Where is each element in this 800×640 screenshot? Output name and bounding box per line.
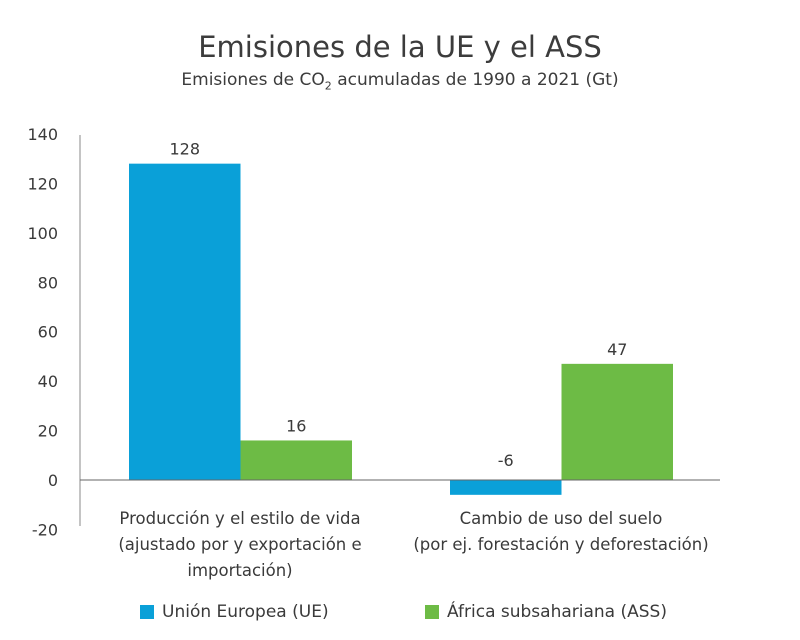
x-category-label: (por ej. forestación y deforestación) xyxy=(413,535,708,554)
subtitle-text: Emisiones de CO xyxy=(181,70,325,90)
data-label: 47 xyxy=(607,340,627,359)
legend-swatch-ass xyxy=(425,605,439,619)
bar xyxy=(450,480,562,495)
chart-subtitle: Emisiones de CO2 acumuladas de 1990 a 20… xyxy=(0,70,800,92)
chart-title: Emisiones de la UE y el ASS xyxy=(198,30,602,64)
bar xyxy=(129,163,241,480)
y-tick-label: 100 xyxy=(27,224,58,243)
x-category-label: importación) xyxy=(187,561,292,580)
data-label: -6 xyxy=(498,451,514,470)
y-tick-label: -20 xyxy=(32,520,58,539)
data-label: 16 xyxy=(286,416,306,435)
data-label: 128 xyxy=(169,140,200,159)
bar xyxy=(561,363,673,480)
legend-item-ass: África subsahariana (ASS) xyxy=(425,602,667,622)
legend-label-ue: Unión Europea (UE) xyxy=(162,602,329,622)
subtitle-text-rest: acumuladas de 1990 a 2021 (Gt) xyxy=(331,70,619,90)
y-tick-label: 20 xyxy=(38,422,58,441)
y-tick-label: 0 xyxy=(48,471,58,490)
y-tick-label: 80 xyxy=(38,273,58,292)
legend-item-ue: Unión Europea (UE) xyxy=(140,602,329,622)
x-category-label: Cambio de uso del suelo xyxy=(460,509,663,528)
y-tick-label: 140 xyxy=(27,125,58,144)
bar xyxy=(240,440,352,480)
subtitle-subscript: 2 xyxy=(324,79,332,93)
y-tick-label: 60 xyxy=(38,323,58,342)
x-category-label: Producción y el estilo de vida xyxy=(119,509,360,528)
y-tick-label: 40 xyxy=(38,372,58,391)
y-tick-label: 120 xyxy=(27,174,58,193)
legend-swatch-ue xyxy=(140,605,154,619)
x-category-label: (ajustado por y exportación e xyxy=(118,535,361,554)
legend-label-ass: África subsahariana (ASS) xyxy=(447,602,667,622)
